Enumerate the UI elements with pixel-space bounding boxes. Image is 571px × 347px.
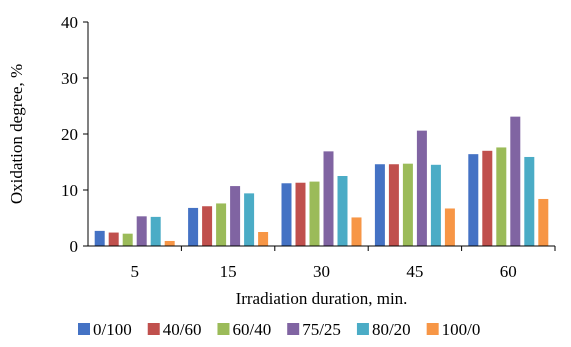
x-tick-label: 60	[500, 262, 517, 281]
bar-0-100-45	[374, 164, 385, 246]
legend-label: 80/20	[372, 320, 411, 339]
x-axis-ticks: 5 15 30 45 60	[130, 246, 556, 281]
bar-0-100-30	[281, 183, 292, 246]
bar-0-100-5	[94, 230, 105, 246]
bar-80-20-45	[430, 164, 441, 246]
bar-100-0-60	[538, 198, 549, 246]
bar-100-0-15	[258, 232, 269, 246]
y-tick-label: 0	[70, 237, 79, 256]
y-tick-label: 20	[61, 125, 78, 144]
legend-label: 40/60	[163, 320, 202, 339]
y-tick-label: 30	[61, 69, 78, 88]
bar-100-0-45	[444, 208, 455, 246]
bar-60-40-15	[216, 203, 227, 246]
bar-60-40-5	[122, 233, 133, 246]
bar-40-60-15	[202, 206, 213, 246]
bar-75-25-15	[230, 186, 241, 246]
legend-label: 0/100	[93, 320, 132, 339]
legend-swatch	[147, 323, 160, 335]
x-axis-title: Irradiation duration, min.	[236, 289, 408, 308]
legend-label: 60/40	[232, 320, 271, 339]
legend-swatch	[78, 323, 90, 335]
y-tick-label: 10	[61, 181, 78, 200]
bar-75-25-5	[136, 216, 147, 246]
bar-60-40-30	[309, 181, 320, 246]
x-tick-label: 5	[130, 262, 139, 281]
legend-swatch	[287, 323, 300, 335]
legend: 0/100 40/60 60/40 75/25 80/20 100/0	[78, 320, 480, 339]
bar-0-100-15	[188, 207, 199, 246]
x-tick-label: 30	[313, 262, 330, 281]
legend-label: 100/0	[442, 320, 481, 339]
legend-label: 75/25	[302, 320, 341, 339]
y-axis-title: Oxidation degree, %	[7, 64, 26, 204]
bar-60-40-60	[496, 147, 507, 246]
bar-60-40-45	[402, 163, 413, 246]
bars	[94, 116, 549, 246]
legend-swatch	[356, 323, 369, 335]
bar-80-20-5	[150, 216, 161, 246]
bar-0-100-60	[468, 154, 479, 246]
bar-40-60-45	[388, 164, 399, 246]
legend-swatch	[426, 323, 439, 335]
bar-80-20-30	[337, 176, 348, 246]
y-tick-label: 40	[61, 13, 78, 32]
bar-100-0-30	[351, 217, 362, 246]
x-tick-label: 45	[406, 262, 423, 281]
bar-80-20-15	[244, 193, 255, 246]
y-axis-ticks: 0 10 20 30 40	[61, 13, 88, 256]
bar-40-60-5	[108, 232, 119, 246]
bar-75-25-30	[323, 151, 334, 246]
bar-75-25-60	[510, 116, 521, 246]
x-tick-label: 15	[220, 262, 237, 281]
bar-80-20-60	[524, 156, 535, 246]
legend-swatch	[217, 323, 230, 335]
bar-100-0-5	[164, 240, 175, 246]
bar-75-25-45	[416, 130, 427, 246]
bar-40-60-60	[482, 150, 493, 246]
bar-40-60-30	[295, 182, 306, 246]
